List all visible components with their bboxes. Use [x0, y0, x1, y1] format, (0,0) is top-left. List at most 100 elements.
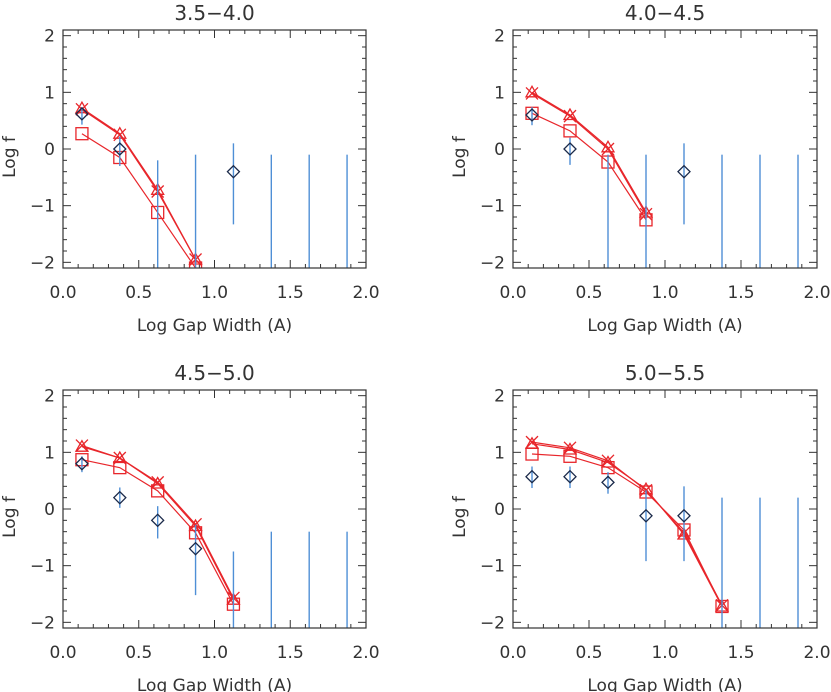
x-tick-label: 0.0: [49, 643, 76, 663]
data-point-square: [75, 127, 89, 141]
y-tick-label: 2: [494, 387, 505, 407]
data-point-diamond: [639, 508, 653, 523]
series-line-cross: [531, 92, 647, 215]
y-tick-label: 2: [494, 27, 505, 47]
y-tick-label: −1: [30, 197, 55, 217]
x-tick-label: 0.5: [575, 283, 602, 303]
series-line-square: [81, 133, 197, 268]
y-tick-label: −1: [480, 557, 505, 577]
x-tick-label: 1.5: [277, 643, 304, 663]
data-point-square: [113, 460, 127, 475]
series-line-triangle: [531, 443, 723, 607]
y-tick-label: −1: [30, 557, 55, 577]
y-tick-label: −2: [30, 253, 55, 273]
series-line-square: [81, 459, 234, 605]
x-axis-label: Log Gap Width (A): [587, 676, 742, 692]
data-point-cross: [75, 439, 89, 452]
data-point-diamond: [525, 469, 539, 484]
x-tick-label: 2.0: [352, 283, 379, 303]
data-point-diamond: [525, 108, 539, 122]
series-line-square: [531, 112, 647, 221]
y-tick-label: 2: [44, 387, 55, 407]
data-point-square: [525, 447, 539, 461]
x-tick-label: 0.5: [125, 283, 152, 303]
chart-title: 4.5−5.0: [174, 361, 254, 385]
y-tick-label: 0: [494, 140, 505, 160]
data-point-triangle: [150, 476, 165, 489]
data-point-diamond: [150, 513, 165, 528]
chart-panel-4: 5.0−5.5 Log Gap Width (A) Log f 0.0 0.5 1.0 1.…: [450, 361, 831, 692]
x-tick-label: 0.0: [499, 283, 526, 303]
y-tick-label: 0: [44, 500, 55, 520]
data-point-cross: [151, 475, 165, 489]
data-point-diamond: [601, 475, 615, 490]
data-point-cross: [525, 435, 539, 449]
x-tick-label: 1.0: [651, 643, 678, 663]
y-tick-label: 0: [494, 500, 505, 520]
data-point-diamond: [112, 490, 127, 505]
data-point-square: [563, 124, 577, 138]
x-tick-label: 1.0: [201, 643, 228, 663]
data-point-diamond: [677, 164, 691, 179]
y-tick-label: −1: [480, 197, 505, 217]
x-tick-label: 1.5: [727, 643, 754, 663]
x-axis-label: Log Gap Width (A): [587, 316, 742, 336]
y-axis-label: Log f: [450, 495, 470, 538]
chart-panel-1: 3.5−4.0 Log Gap Width (A) Log f 0.0 0.5 1.0 1.…: [0, 1, 380, 336]
data-point-cross: [601, 454, 615, 468]
x-tick-label: 0.5: [575, 643, 602, 663]
plot-area: [524, 435, 799, 628]
data-point-diamond: [677, 508, 691, 523]
chart-title: 5.0−5.5: [625, 361, 705, 385]
data-point-diamond: [226, 164, 241, 179]
data-point-diamond: [563, 142, 577, 156]
data-point-triangle: [524, 85, 540, 98]
plot-area: [524, 85, 799, 268]
x-tick-label: 1.5: [277, 283, 304, 303]
x-tick-label: 0.5: [125, 643, 152, 663]
x-tick-label: 1.5: [727, 283, 754, 303]
plot-frame: [512, 389, 818, 629]
x-tick-label: 1.0: [201, 283, 228, 303]
y-tick-label: 0: [44, 140, 55, 160]
y-tick-label: 1: [494, 443, 505, 463]
y-tick-label: 1: [494, 83, 505, 103]
data-point-diamond: [112, 142, 127, 156]
series-line-cross: [531, 441, 723, 606]
data-point-diamond: [563, 469, 577, 484]
data-point-square: [151, 484, 165, 498]
data-point-diamond: [188, 541, 203, 556]
data-point-diamond: [75, 106, 89, 121]
y-tick-label: −2: [480, 613, 505, 633]
data-point-cross: [525, 87, 539, 100]
series-line-triangle: [531, 91, 647, 213]
chart-panel-3: 4.5−5.0 Log Gap Width (A) Log f 0.0 0.5 1.0 1.…: [0, 361, 380, 692]
plot-frame: [62, 29, 367, 269]
x-tick-label: 1.0: [651, 283, 678, 303]
y-axis-label: Log f: [0, 135, 20, 178]
data-point-cross: [113, 128, 127, 142]
x-axis-label: Log Gap Width (A): [137, 316, 292, 336]
data-point-cross: [563, 441, 577, 455]
data-point-square: [563, 449, 577, 463]
y-tick-label: −2: [30, 613, 55, 633]
y-tick-label: −2: [480, 253, 505, 273]
x-axis-label: Log Gap Width (A): [137, 676, 292, 692]
series-line-cross: [81, 108, 197, 260]
data-point-cross: [563, 109, 577, 123]
x-tick-label: 0.0: [49, 283, 76, 303]
plot-frame: [512, 29, 818, 269]
data-point-diamond: [75, 456, 89, 471]
data-point-cross: [601, 142, 615, 156]
y-tick-label: 2: [44, 27, 55, 47]
x-tick-label: 0.0: [499, 643, 526, 663]
x-tick-label: 2.0: [352, 643, 379, 663]
y-axis-label: Log f: [0, 495, 20, 538]
series-line-triangle: [81, 107, 197, 260]
plot-area: [74, 439, 348, 628]
x-tick-label: 2.0: [803, 283, 830, 303]
y-axis-label: Log f: [450, 135, 470, 178]
y-tick-label: 1: [44, 83, 55, 103]
chart-panel-2: 4.0−4.5 Log Gap Width (A) Log f 0.0 0.5 1.0 1.…: [450, 1, 831, 336]
